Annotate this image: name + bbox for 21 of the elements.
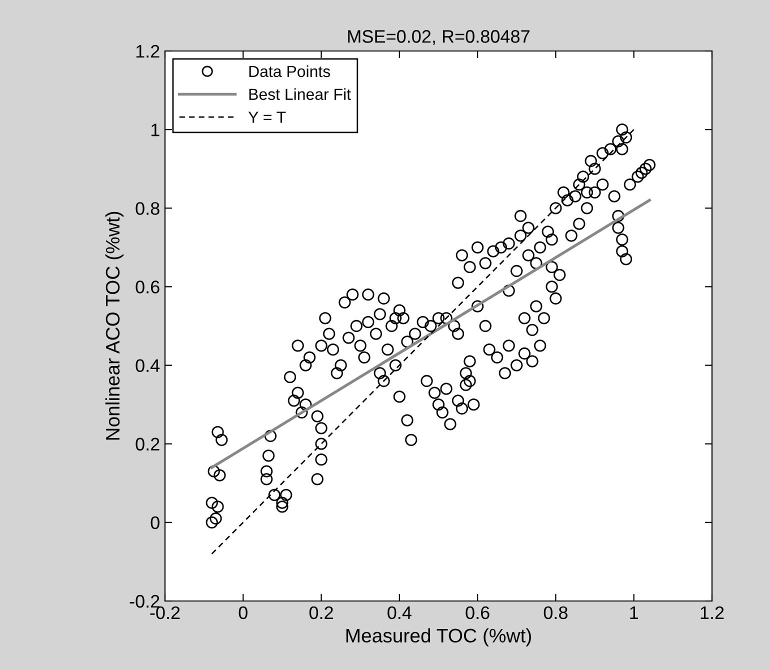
- y-tick-label: 1.2: [136, 44, 160, 58]
- y-tick-label: 0.4: [136, 359, 160, 372]
- legend-label: Data Points: [249, 65, 330, 78]
- x-tick-label: 0: [238, 606, 248, 620]
- x-tick-label: 0.8: [544, 606, 568, 620]
- y-tick-label: 0.6: [136, 280, 160, 294]
- y-tick-label: 0.2: [136, 438, 160, 451]
- y-tick-label: 1: [151, 124, 160, 136]
- y-tick-label: 0: [150, 516, 160, 530]
- x-tick-label: 0.4: [388, 606, 412, 620]
- x-tick-label: 0.2: [309, 606, 333, 620]
- y-tick-label: -0.2: [130, 594, 160, 608]
- y-axis-title: Nonlinear ACO TOC (%wt): [105, 212, 124, 440]
- x-axis-title: Measured TOC (%wt): [346, 628, 531, 646]
- x-tick-label: 1: [630, 606, 638, 619]
- x-tick-label: 0.6: [466, 606, 490, 620]
- y-tick-label: 0.8: [136, 202, 160, 215]
- x-tick-label: 1.2: [700, 606, 724, 619]
- chart-title: MSE=0.02, R=0.80487: [348, 30, 530, 45]
- legend-label: Y = T: [248, 112, 286, 123]
- legend-label: Best Linear Fit: [249, 88, 351, 100]
